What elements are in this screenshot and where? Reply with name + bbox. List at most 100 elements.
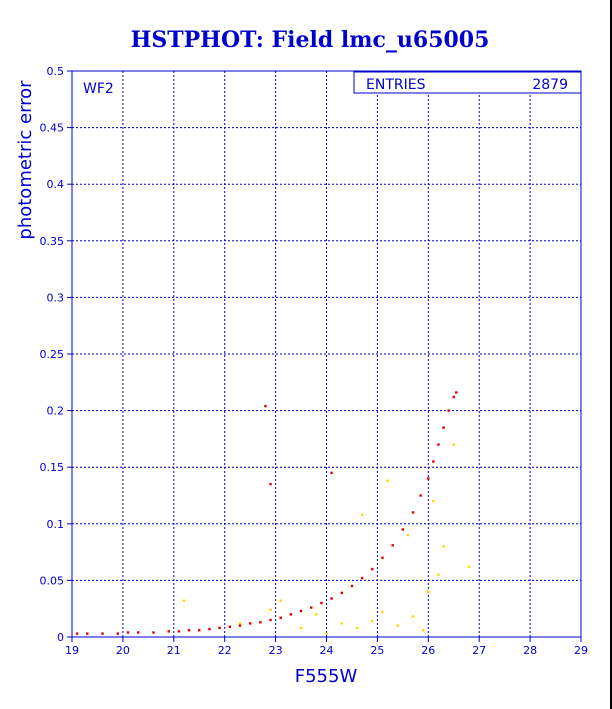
scatter-point — [152, 631, 155, 634]
scatter-point — [299, 609, 303, 613]
x-tick-label: 24 — [320, 644, 334, 657]
scatter-point — [437, 443, 440, 446]
scatter-point — [167, 630, 170, 633]
scatter-point — [355, 626, 359, 630]
scatter-point — [406, 533, 410, 537]
scatter-point — [360, 576, 364, 580]
stats-box-frame — [353, 71, 582, 94]
scatter-point — [325, 632, 328, 635]
x-tick-label: 19 — [65, 644, 79, 657]
y-tick-label: 0.1 — [47, 518, 65, 531]
y-tick-label: 0.35 — [40, 235, 65, 248]
y-tick-label: 0.2 — [47, 405, 65, 418]
scatter-point — [310, 606, 313, 609]
scatter-point — [432, 499, 435, 503]
scatter-point — [442, 426, 445, 429]
scatter-point — [208, 627, 211, 631]
grid — [72, 71, 581, 637]
scatter-point — [75, 632, 79, 635]
y-tick-label: 0.4 — [47, 178, 65, 191]
scatter-point — [411, 511, 415, 514]
scatter-point — [340, 591, 343, 595]
scatter-point — [419, 494, 422, 497]
scatter-point — [315, 613, 318, 616]
scatter-point — [330, 597, 333, 600]
scatter-point — [238, 624, 242, 627]
scatter-point — [401, 528, 405, 531]
scatter-point — [467, 565, 471, 569]
scatter-point — [452, 443, 455, 446]
scatter-point — [411, 615, 415, 618]
scatter-point — [455, 391, 458, 394]
scatter-point — [116, 632, 120, 635]
stats-value: 2879 — [532, 77, 568, 93]
scatter-point — [340, 622, 343, 625]
right-edge-border — [610, 0, 612, 709]
scatter-point — [238, 622, 242, 625]
scatter-point — [228, 625, 231, 629]
scatter-point — [299, 626, 303, 630]
scatter-point — [101, 632, 104, 635]
scatter-point — [279, 616, 282, 619]
scatter-point — [427, 477, 430, 480]
x-tick-label: 29 — [574, 644, 588, 657]
scatter-point — [360, 513, 364, 516]
scatter-point — [269, 618, 272, 622]
x-tick-label: 23 — [269, 644, 283, 657]
scatter-point — [259, 621, 262, 624]
scatter-point — [381, 610, 384, 614]
scatter-point — [177, 630, 181, 633]
scatter-point — [218, 626, 221, 630]
scatter-point — [452, 395, 455, 399]
scatter-point — [350, 584, 354, 588]
y-axis-ticks: 0 0.05 0.1 0.15 0.2 0.25 0.3 0.35 0.4 0.45 0.5 — [40, 65, 72, 644]
scatter-point — [269, 482, 272, 486]
chart-title: HSTPHOT: Field lmc_u65005 — [131, 27, 490, 53]
scatter-point — [447, 409, 450, 412]
scatter-point — [248, 622, 252, 625]
y-tick-label: 0.45 — [40, 122, 65, 135]
stats-box: ENTRIES 2879 — [353, 71, 582, 94]
x-tick-label: 27 — [472, 644, 486, 657]
x-axis-ticks: 19 20 21 22 23 24 25 26 27 28 29 — [65, 637, 588, 657]
scatter-point — [442, 545, 445, 548]
scatter-point — [264, 404, 267, 408]
y-tick-label: 0 — [57, 631, 64, 644]
scatter-point — [391, 544, 394, 547]
scatter-point — [386, 479, 389, 482]
scatter-point — [289, 613, 293, 616]
x-tick-label: 26 — [421, 644, 435, 657]
scatter-point — [330, 471, 333, 475]
y-tick-label: 0.05 — [40, 574, 65, 587]
y-tick-label: 0.25 — [40, 348, 65, 361]
x-tick-label: 22 — [218, 644, 232, 657]
x-tick-label: 28 — [523, 644, 537, 657]
y-tick-label: 0.15 — [40, 461, 65, 474]
x-tick-label: 21 — [167, 644, 181, 657]
scatter-point — [182, 599, 186, 602]
x-axis-label: F555W — [295, 666, 358, 687]
x-tick-label: 20 — [116, 644, 130, 657]
stats-label: ENTRIES — [366, 77, 426, 93]
scatter-point — [269, 608, 272, 612]
x-tick-label: 25 — [370, 644, 384, 657]
scatter-point — [432, 460, 435, 463]
scatter-point — [320, 601, 323, 605]
scatter-point — [427, 590, 430, 593]
scatter-point — [381, 556, 384, 559]
scatter-point — [136, 631, 140, 634]
scatter-point — [86, 632, 89, 635]
scatter-point — [437, 573, 440, 576]
scatter-point — [126, 631, 130, 634]
scatter-point — [396, 624, 399, 627]
y-tick-label: 0.3 — [47, 291, 65, 304]
scatter-point — [371, 619, 374, 623]
scatter-point — [187, 629, 191, 632]
scatter-point — [422, 629, 425, 632]
scatter-point — [371, 567, 374, 571]
panel-label: WF2 — [83, 81, 114, 97]
y-axis-label: photometric error — [15, 80, 36, 240]
y-tick-label: 0.5 — [47, 65, 65, 78]
data-points — [75, 391, 471, 635]
